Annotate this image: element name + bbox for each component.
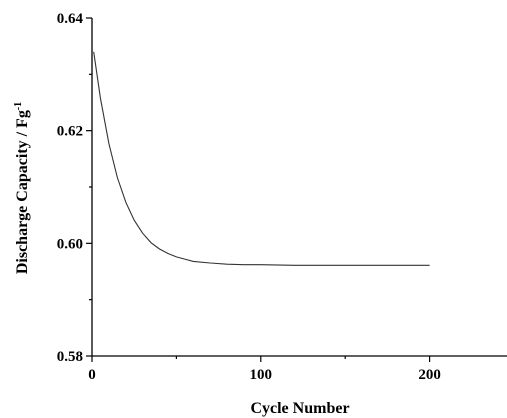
y-ticks: 0.58 0.60 0.62 0.64 [57, 11, 92, 365]
y-tick-label: 0.60 [57, 236, 83, 252]
y-tick-label: 0.58 [57, 349, 83, 365]
x-tick-label: 0 [88, 367, 96, 383]
y-axis-title-group: Discharge Capacity / Fg-1 [13, 102, 31, 274]
x-axis-title: Cycle Number [250, 400, 349, 417]
x-ticks: 0 100 200 [88, 356, 441, 383]
y-axis-title: Discharge Capacity / Fg-1 [13, 102, 31, 274]
x-tick-label: 100 [250, 367, 273, 383]
y-tick-label: 0.62 [57, 124, 83, 140]
x-tick-label: 200 [418, 367, 441, 383]
y-axis-title-superscript: -1 [13, 102, 24, 110]
series-group [93, 51, 430, 266]
y-tick-label: 0.64 [57, 11, 84, 27]
y-axis-title-main: Discharge Capacity / Fg [14, 110, 31, 274]
series-line [93, 51, 430, 266]
